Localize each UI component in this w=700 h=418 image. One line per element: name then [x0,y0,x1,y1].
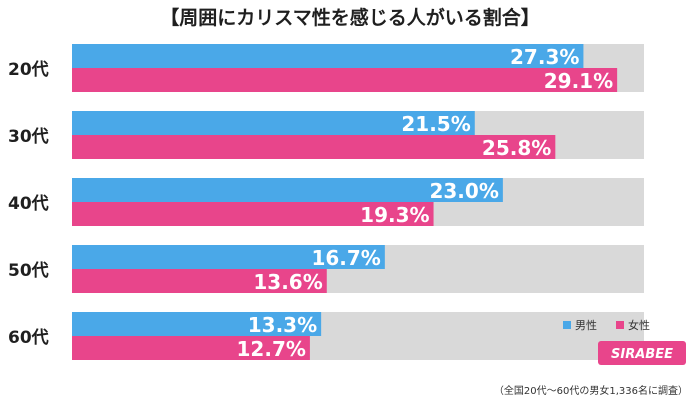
value-label: 29.1% [544,69,613,93]
value-label: 13.3% [248,313,317,337]
category-label: 20代 [8,59,49,80]
bar-male [72,111,475,135]
sirabee-logo: SIRABEE [598,341,686,365]
value-label: 19.3% [360,203,429,227]
bar-male [72,44,584,68]
category-label: 40代 [8,193,49,214]
bar-female [72,202,434,226]
category-label: 30代 [8,126,49,147]
value-label: 27.3% [510,45,579,69]
category-labels: 20代 30代 40代 50代 60代 [8,59,49,348]
value-label: 16.7% [311,246,380,270]
bar-female [72,68,618,92]
category-label: 50代 [8,260,49,281]
value-label: 21.5% [401,112,470,136]
value-labels: 27.3%29.1% 21.5% 25.8% 23.0%19.3% 16.7%13.6%… [237,45,614,361]
legend: 男性 女性 [563,318,650,332]
bar-female [72,336,310,360]
legend-swatch-female [616,321,624,329]
value-label: 25.8% [482,136,551,160]
bar-female [72,269,327,293]
bar-male [72,178,503,202]
category-label: 60代 [8,327,49,348]
bar-female [72,135,556,159]
legend-swatch-male [563,321,571,329]
legend-label-female: 女性 [628,318,650,332]
footnote: （全国20代～60代の男女1,336名に調査） [494,384,688,397]
legend-label-male: 男性 [575,318,597,332]
chart-title: 【周囲にカリスマ性を感じる人がいる割合】 [160,6,539,29]
bar-male [72,312,322,336]
bar-male [72,245,385,269]
value-label: 13.6% [253,270,322,294]
logo-text: SIRABEE [611,347,673,362]
bars [72,44,618,360]
value-label: 12.7% [237,337,306,361]
value-label: 23.0% [429,179,498,203]
